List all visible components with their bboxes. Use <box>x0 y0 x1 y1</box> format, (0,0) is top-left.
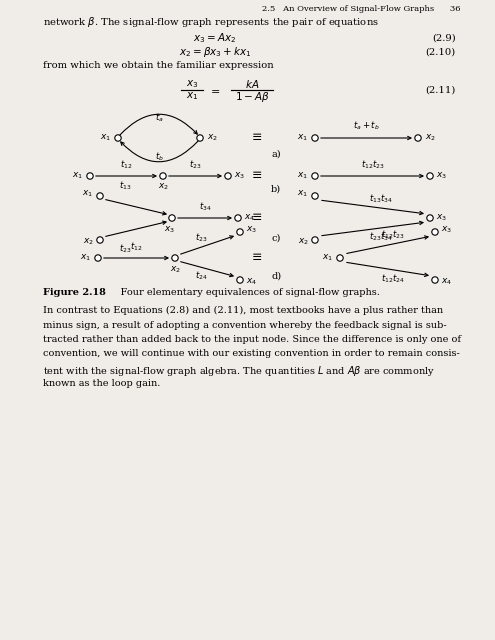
Circle shape <box>115 135 121 141</box>
Text: ≡: ≡ <box>252 131 262 145</box>
Text: $x_1$: $x_1$ <box>81 253 92 263</box>
Text: ≡: ≡ <box>252 211 262 225</box>
Circle shape <box>415 135 421 141</box>
Circle shape <box>312 173 318 179</box>
Text: $x_2$: $x_2$ <box>297 237 308 247</box>
Text: $t_{23}$: $t_{23}$ <box>195 232 207 244</box>
Text: a): a) <box>271 150 281 159</box>
Text: (2.11): (2.11) <box>426 86 456 95</box>
Text: $x_1$: $x_1$ <box>100 132 111 143</box>
Text: Figure 2.18: Figure 2.18 <box>43 288 106 297</box>
Text: $x_1$: $x_1$ <box>186 90 198 102</box>
Text: ≡: ≡ <box>252 170 262 182</box>
Text: b): b) <box>271 184 281 193</box>
Text: known as the loop gain.: known as the loop gain. <box>43 378 160 387</box>
Text: from which we obtain the familiar expression: from which we obtain the familiar expres… <box>43 61 274 70</box>
Text: $x_3$: $x_3$ <box>437 171 447 181</box>
Text: $x_1$: $x_1$ <box>72 171 84 181</box>
Text: $t_{12}t_{23}$: $t_{12}t_{23}$ <box>360 159 385 172</box>
Text: $x_1$: $x_1$ <box>297 171 308 181</box>
Circle shape <box>169 215 175 221</box>
Circle shape <box>172 255 178 261</box>
Circle shape <box>237 276 243 283</box>
Text: $x_3$: $x_3$ <box>247 225 257 236</box>
Text: $x_1$: $x_1$ <box>83 189 94 199</box>
Text: $x_3$: $x_3$ <box>442 225 452 236</box>
Text: In contrast to Equations (2.8) and (2.11), most textbooks have a plus rather tha: In contrast to Equations (2.8) and (2.11… <box>43 306 443 315</box>
Text: $x_1$: $x_1$ <box>322 253 334 263</box>
Circle shape <box>95 255 101 261</box>
Circle shape <box>225 173 231 179</box>
Text: $t_a$: $t_a$ <box>154 112 163 124</box>
Text: ≡: ≡ <box>252 252 262 264</box>
Text: $t_{12}$: $t_{12}$ <box>120 159 133 172</box>
Text: $x_4$: $x_4$ <box>247 276 257 287</box>
Circle shape <box>97 237 103 243</box>
Text: $x_3$: $x_3$ <box>235 171 246 181</box>
Text: 2.5   An Overview of Signal-Flow Graphs      36: 2.5 An Overview of Signal-Flow Graphs 36 <box>261 5 460 13</box>
Circle shape <box>160 173 166 179</box>
Text: $t_{23}t_{34}$: $t_{23}t_{34}$ <box>368 231 393 243</box>
Text: (2.9): (2.9) <box>432 33 456 42</box>
Text: Four elementary equivalences of signal-flow graphs.: Four elementary equivalences of signal-f… <box>108 288 380 297</box>
Text: $t_{12}t_{24}$: $t_{12}t_{24}$ <box>381 273 404 285</box>
Text: network $\beta$. The signal-flow graph represents the pair of equations: network $\beta$. The signal-flow graph r… <box>43 15 379 29</box>
Circle shape <box>235 215 241 221</box>
Text: $t_a + t_b$: $t_a + t_b$ <box>353 120 380 132</box>
Text: $x_3$: $x_3$ <box>437 212 447 223</box>
Text: $x_3$: $x_3$ <box>164 225 176 236</box>
Text: $x_3 = Ax_2$: $x_3 = Ax_2$ <box>194 31 237 45</box>
Circle shape <box>432 276 438 283</box>
Text: $t_{23}$: $t_{23}$ <box>119 243 131 255</box>
Text: $x_2$: $x_2$ <box>157 182 168 192</box>
Text: $kA$: $kA$ <box>245 78 259 90</box>
Circle shape <box>427 173 433 179</box>
Text: $t_b$: $t_b$ <box>154 151 163 163</box>
Circle shape <box>197 135 203 141</box>
Text: $1 - A\beta$: $1 - A\beta$ <box>235 90 269 104</box>
Circle shape <box>312 135 318 141</box>
Text: c): c) <box>271 234 280 243</box>
Circle shape <box>337 255 343 261</box>
Circle shape <box>432 228 438 235</box>
Circle shape <box>312 237 318 243</box>
Text: $t_{23}$: $t_{23}$ <box>189 159 202 172</box>
Text: $t_{12}$: $t_{12}$ <box>130 241 143 253</box>
Text: minus sign, a result of adopting a convention whereby the feedback signal is sub: minus sign, a result of adopting a conve… <box>43 321 446 330</box>
Text: tracted rather than added back to the input node. Since the difference is only o: tracted rather than added back to the in… <box>43 335 461 344</box>
Text: $t_{34}$: $t_{34}$ <box>198 201 211 213</box>
Text: $x_2$: $x_2$ <box>206 132 217 143</box>
Text: $x_2$: $x_2$ <box>425 132 436 143</box>
Text: $t_{24}$: $t_{24}$ <box>195 269 207 282</box>
Text: $x_2 = \beta x_3 + kx_1$: $x_2 = \beta x_3 + kx_1$ <box>179 45 251 59</box>
Text: $x_1$: $x_1$ <box>297 189 308 199</box>
Text: convention, we will continue with our existing convention in order to remain con: convention, we will continue with our ex… <box>43 349 460 358</box>
Circle shape <box>427 215 433 221</box>
Text: (2.10): (2.10) <box>426 47 456 56</box>
Circle shape <box>312 193 318 199</box>
Text: $x_4$: $x_4$ <box>245 212 255 223</box>
Text: d): d) <box>271 271 281 280</box>
Text: $x_1$: $x_1$ <box>297 132 308 143</box>
Circle shape <box>237 228 243 235</box>
Circle shape <box>87 173 93 179</box>
Text: $x_4$: $x_4$ <box>442 276 452 287</box>
Text: tent with the signal-flow graph algebra. The quantities $L$ and $A\beta$ are com: tent with the signal-flow graph algebra.… <box>43 364 435 378</box>
Text: $t_{13}t_{34}$: $t_{13}t_{34}$ <box>368 193 393 205</box>
Text: $x_2$: $x_2$ <box>83 237 94 247</box>
Text: $t_{13}$: $t_{13}$ <box>119 180 131 192</box>
Text: $t_{12}t_{23}$: $t_{12}t_{23}$ <box>381 228 404 241</box>
Text: $x_2$: $x_2$ <box>169 265 181 275</box>
Circle shape <box>97 193 103 199</box>
Text: $=$: $=$ <box>208 85 220 95</box>
Text: $x_3$: $x_3$ <box>186 78 198 90</box>
